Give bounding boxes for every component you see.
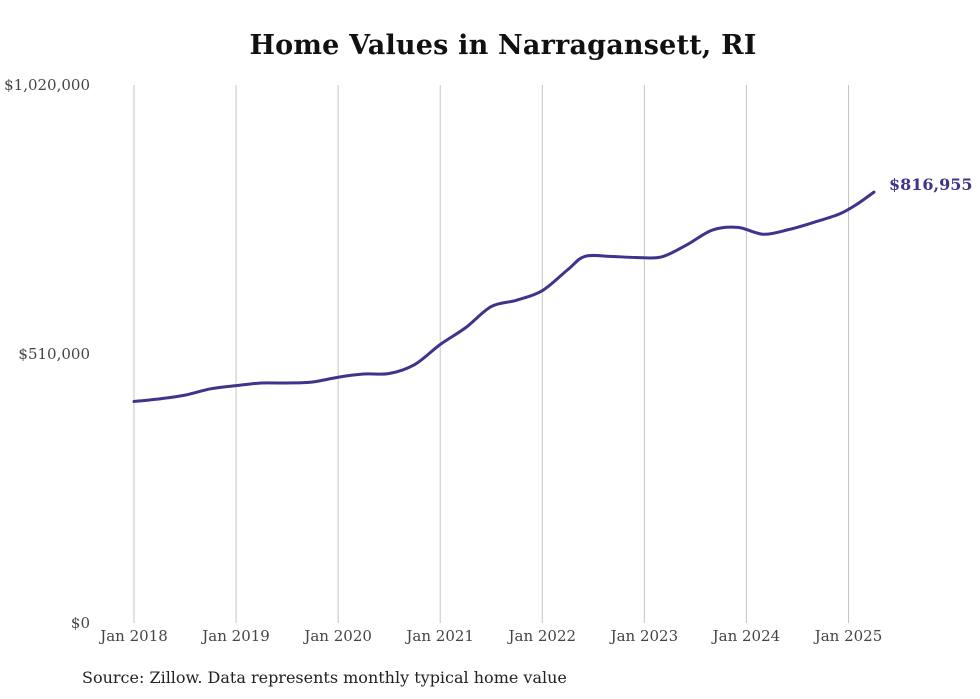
x-tick-label: Jan 2024 (711, 627, 781, 645)
x-tick-label: Jan 2018 (98, 627, 168, 645)
x-tick-label: Jan 2021 (404, 627, 474, 645)
x-axis-ticks: Jan 2018 Jan 2019 Jan 2020 Jan 2021 Jan 2022… (98, 627, 882, 645)
x-tick-label: Jan 2025 (813, 627, 883, 645)
series-layer (132, 190, 876, 403)
end-label-layer: $816,955 (889, 175, 973, 194)
y-axis-ticks: $0 $510,000 $1,020,000 (4, 76, 90, 632)
chart-title: Home Values in Narragansett, RI (249, 30, 757, 61)
x-tick-label: Jan 2019 (200, 627, 270, 645)
y-tick-label: $0 (71, 614, 90, 632)
vertical-gridlines (133, 85, 849, 623)
x-tick-label: Jan 2022 (506, 627, 576, 645)
series-line-0 (132, 190, 876, 403)
x-tick-label: Jan 2020 (302, 627, 372, 645)
y-tick-label: $1,020,000 (4, 76, 90, 94)
source-note: Source: Zillow. Data represents monthly … (82, 668, 567, 687)
x-tick-label: Jan 2023 (609, 627, 679, 645)
y-tick-label: $510,000 (18, 345, 90, 363)
end-value-label: $816,955 (889, 175, 973, 194)
